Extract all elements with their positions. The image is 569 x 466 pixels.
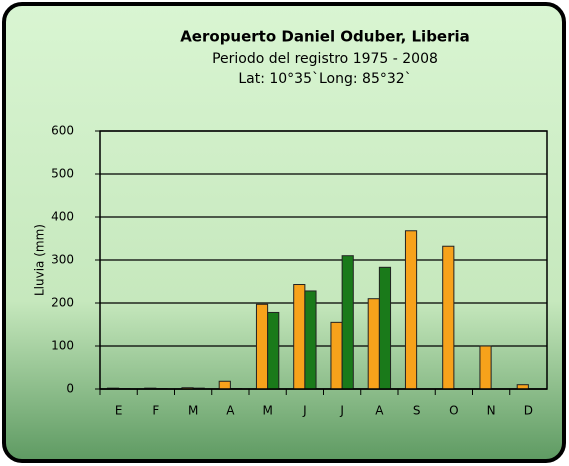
- bar: [378, 266, 392, 390]
- y-tick-label: 100: [51, 339, 74, 353]
- y-tick-label: 300: [51, 253, 74, 267]
- bar: [293, 284, 306, 390]
- x-tick-label: M: [262, 404, 272, 418]
- bar: [218, 380, 231, 390]
- chart-subtitle: Periodo del registro 1975 - 2008: [212, 51, 438, 67]
- y-tick-label: 0: [66, 382, 74, 396]
- y-tick-label: 400: [51, 210, 74, 224]
- x-tick-label: M: [188, 404, 198, 418]
- y-tick-label: 200: [51, 296, 74, 310]
- bar: [404, 230, 418, 390]
- x-tick-label: F: [152, 404, 159, 418]
- x-tick-label: E: [115, 404, 123, 418]
- x-tick-label: S: [413, 404, 421, 418]
- y-tick-label: 600: [51, 124, 74, 138]
- x-tick-label: J: [339, 404, 344, 418]
- bar: [341, 255, 354, 390]
- bar: [367, 298, 380, 390]
- bar: [442, 245, 455, 390]
- bar: [267, 311, 280, 390]
- chart-subtitle: Lat: 10°35`Long: 85°32`: [238, 71, 411, 87]
- bar: [479, 345, 492, 390]
- y-tick-label: 500: [51, 167, 74, 181]
- x-tick-label: A: [375, 404, 384, 418]
- y-axis-label: Lluvia (mm): [33, 224, 47, 296]
- bar: [304, 290, 317, 390]
- bar: [255, 303, 269, 390]
- bar: [330, 321, 343, 390]
- x-tick-label: O: [449, 404, 458, 418]
- x-tick-label: J: [302, 404, 307, 418]
- x-tick-label: D: [524, 404, 533, 418]
- x-tick-label: N: [487, 404, 496, 418]
- chart-title: Aeropuerto Daniel Oduber, Liberia: [180, 28, 470, 46]
- x-tick-label: A: [226, 404, 235, 418]
